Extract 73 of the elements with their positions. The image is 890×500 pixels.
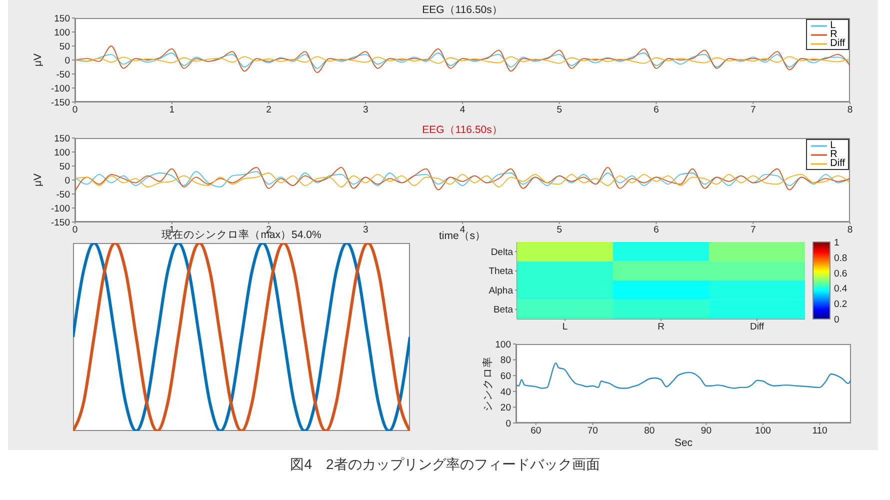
y-tick-label: 100 — [54, 147, 70, 158]
y-tick-label: 0 — [64, 175, 70, 186]
legend-label: R — [830, 29, 838, 40]
x-tick-label: 5 — [556, 224, 562, 236]
legend-label: Diff — [830, 158, 845, 169]
x-tick-label: 4 — [460, 104, 466, 116]
y-tick-label: 150 — [54, 133, 70, 144]
y-tick-label: 20 — [500, 402, 511, 414]
y-tick-label: -150 — [50, 97, 70, 108]
color-bar-label: 0 — [834, 314, 840, 326]
color-bar-label: 1 — [834, 238, 840, 248]
x-tick-label: 80 — [644, 426, 655, 437]
y-tick-label: Delta — [490, 246, 514, 258]
color-bar-label: 0.4 — [834, 284, 848, 295]
y-tick-label: Theta — [488, 266, 514, 278]
y-tick-label: 100 — [54, 27, 70, 38]
y-tick-label: Beta — [493, 304, 514, 316]
x-tick-label: 7 — [750, 224, 756, 236]
y-tick-label: -100 — [50, 83, 70, 94]
x-tick-label: 90 — [700, 426, 712, 437]
x-tick-label: 2 — [266, 104, 272, 116]
line-series — [516, 362, 851, 389]
x-tick-label: 3 — [362, 104, 368, 116]
legend-label: Diff — [830, 38, 845, 49]
y-tick-label: -100 — [50, 203, 70, 214]
y-tick-label: 0 — [64, 55, 70, 66]
y-tick-label: -50 — [56, 189, 70, 200]
x-tick-label: 7 — [750, 104, 756, 116]
line-series — [75, 56, 850, 64]
y-tick-label: 50 — [59, 41, 70, 52]
y-tick-label: 80 — [500, 355, 511, 366]
x-tick-label: 0 — [72, 104, 78, 116]
color-bar-label: 0.2 — [834, 299, 848, 310]
line-series — [75, 46, 850, 74]
y-tick-label: 40 — [500, 386, 511, 398]
y-axis-title: μV — [31, 172, 45, 189]
x-tick-label: 8 — [847, 104, 853, 116]
x-tick-label: L — [562, 322, 568, 333]
y-tick-label: 0 — [506, 418, 511, 430]
legend-label: R — [830, 149, 838, 160]
x-tick-label: 100 — [755, 426, 771, 437]
x-tick-label: Diff — [750, 322, 764, 333]
line-series — [75, 52, 850, 69]
y-tick-label: 60 — [500, 370, 511, 382]
y-tick-label: 50 — [59, 161, 70, 172]
y-tick-label: Alpha — [488, 285, 514, 296]
color-bar-label: 0.6 — [834, 268, 848, 280]
caption: 図4 2者のカップリング率のフィードバック画面 — [289, 456, 601, 474]
x-tick-label: 3 — [362, 224, 368, 236]
x-tick-label: 4 — [460, 224, 466, 236]
y-tick-label: 100 — [495, 339, 511, 350]
x-tick-label: R — [658, 322, 665, 333]
chart-title: EEG（116.50s） — [421, 124, 504, 137]
legend-label: L — [830, 140, 836, 151]
x-tick-label: 5 — [556, 104, 562, 116]
x-tick-label: 1 — [169, 104, 175, 116]
y-tick-label: -150 — [50, 217, 70, 228]
y-tick-label: 150 — [54, 13, 70, 24]
y-tick-label: -50 — [56, 69, 70, 80]
x-axis-title: Sec — [673, 437, 694, 449]
x-tick-label: 8 — [847, 224, 853, 236]
x-tick-label: 6 — [654, 224, 659, 236]
y-axis-title: シンクロ率 — [481, 355, 495, 413]
x-tick-label: 0 — [72, 224, 78, 236]
legend-label: L — [830, 20, 836, 31]
chart-title: EEG（116.50s） — [421, 4, 504, 17]
color-bar-label: 0.8 — [834, 252, 848, 264]
y-axis-title: μV — [31, 52, 45, 69]
x-tick-label: 110 — [812, 426, 828, 437]
x-tick-label: 60 — [530, 426, 542, 437]
x-tick-label: 6 — [654, 104, 659, 116]
line-series — [75, 166, 850, 192]
x-tick-label: 70 — [587, 426, 598, 437]
